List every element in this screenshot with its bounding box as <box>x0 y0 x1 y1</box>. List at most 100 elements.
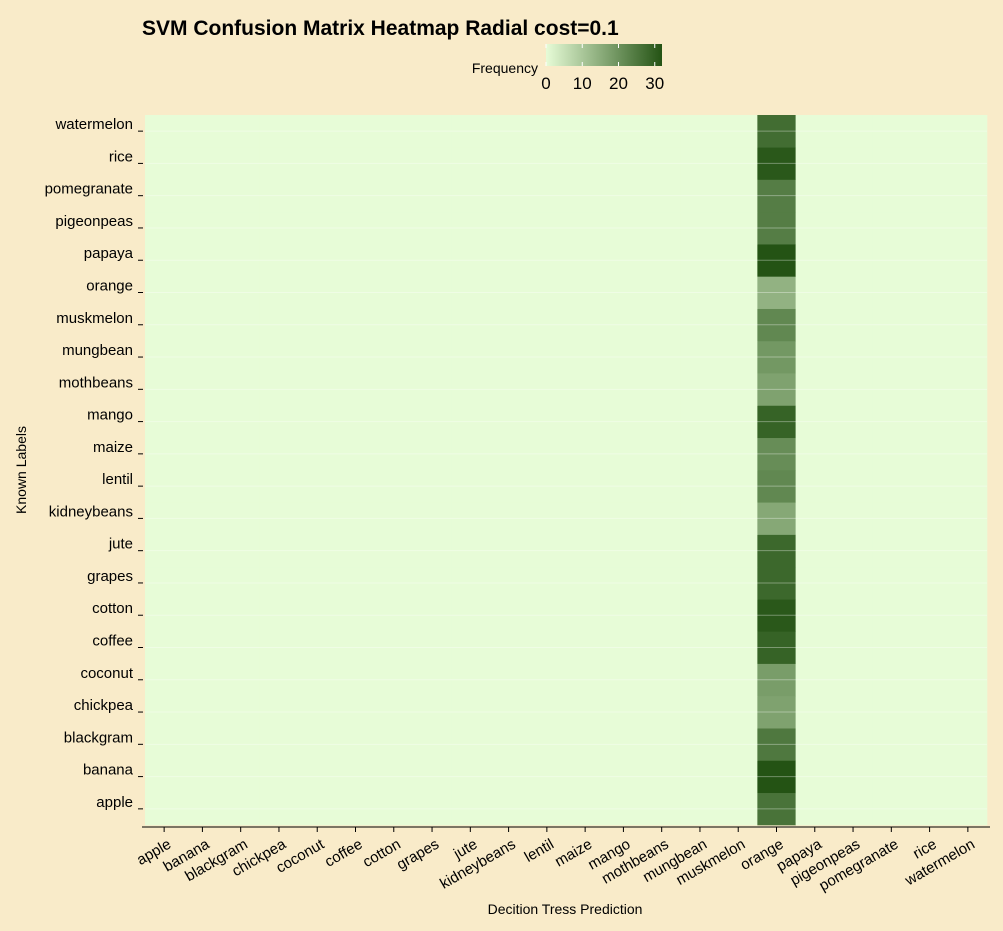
heatmap-cell <box>336 599 375 632</box>
heatmap-cell <box>948 728 988 761</box>
heatmap-cell <box>948 276 988 309</box>
heatmap-cell <box>145 663 184 697</box>
heatmap-cell <box>872 631 911 664</box>
heatmap-cell <box>412 147 452 180</box>
heatmap-cell <box>145 792 184 826</box>
heatmap-cell <box>757 760 796 794</box>
heatmap-cell <box>948 211 988 245</box>
heatmap-cell <box>451 631 490 664</box>
heatmap-cell <box>336 792 375 826</box>
chart-title: SVM Confusion Matrix Heatmap Radial cost… <box>142 17 619 40</box>
heatmap-cell <box>872 728 911 761</box>
heatmap-cell <box>757 631 796 664</box>
heatmap-cell <box>451 728 490 761</box>
heatmap-cell <box>412 566 452 600</box>
heatmap-cell <box>145 728 184 761</box>
heatmap-cell <box>910 179 950 213</box>
y-tick-label: banana <box>83 762 134 779</box>
heatmap-cell <box>374 244 414 277</box>
heatmap-cell <box>298 340 337 374</box>
heatmap-cell <box>527 308 567 342</box>
heatmap-cell <box>795 663 835 697</box>
heatmap-cell <box>451 502 490 535</box>
heatmap-cell <box>336 244 375 277</box>
heatmap-cell <box>145 760 184 794</box>
heatmap-cell <box>412 211 452 245</box>
heatmap-cell <box>527 211 567 245</box>
heatmap-cell <box>719 147 758 180</box>
heatmap-cell <box>757 179 796 213</box>
heatmap-cell <box>757 308 796 342</box>
heatmap-cell <box>221 179 261 213</box>
heatmap-cell <box>795 437 835 471</box>
heatmap-cell <box>948 502 988 535</box>
heatmap-cell <box>183 308 222 342</box>
heatmap-cell <box>298 566 337 600</box>
heatmap-cell <box>412 115 452 148</box>
heatmap-cell <box>910 147 950 180</box>
heatmap-cell <box>757 599 796 632</box>
heatmap-cell <box>833 792 873 826</box>
y-tick-label: maize <box>93 439 133 456</box>
y-tick-label: coffee <box>92 633 133 650</box>
heatmap-cell <box>566 566 605 600</box>
heatmap-cell <box>680 179 720 213</box>
y-tick-label: apple <box>96 794 133 811</box>
heatmap-cell <box>872 437 911 471</box>
heatmap-cell <box>183 244 222 277</box>
heatmap-cell <box>412 599 452 632</box>
heatmap-cell <box>719 534 758 568</box>
heatmap-cell <box>451 566 490 600</box>
legend: Frequency 0 10 20 30 <box>472 44 664 93</box>
heatmap-cell <box>259 728 299 761</box>
heatmap-cell <box>221 373 261 406</box>
heatmap-cell <box>336 631 375 664</box>
heatmap-cell <box>795 695 835 729</box>
heatmap-cell <box>336 147 375 180</box>
heatmap-cell <box>183 211 222 245</box>
heatmap-cell <box>489 566 529 600</box>
heatmap-cell <box>910 599 950 632</box>
heatmap-cell <box>298 308 337 342</box>
heatmap-cell <box>719 663 758 697</box>
heatmap-cell <box>298 115 337 148</box>
heatmap-cell <box>795 244 835 277</box>
heatmap-cell <box>719 340 758 374</box>
y-tick-label: pomegranate <box>45 181 133 198</box>
heatmap-cell <box>719 760 758 794</box>
heatmap-cell <box>451 340 490 374</box>
heatmap-cell <box>833 244 873 277</box>
heatmap-cell <box>604 115 643 148</box>
heatmap-cell <box>183 437 222 471</box>
heatmap-cell <box>872 663 911 697</box>
heatmap-cell <box>680 147 720 180</box>
heatmap-cell <box>604 663 643 697</box>
heatmap-cell <box>872 276 911 309</box>
heatmap-cell <box>910 663 950 697</box>
heatmap-cell <box>145 599 184 632</box>
heatmap-cell <box>336 663 375 697</box>
heatmap-cell <box>719 437 758 471</box>
heatmap-cell <box>145 695 184 729</box>
heatmap-cell <box>910 792 950 826</box>
heatmap-cell <box>872 308 911 342</box>
heatmap-cell <box>527 695 567 729</box>
heatmap-cell <box>183 340 222 374</box>
y-tick-label: mungbean <box>62 342 133 359</box>
heatmap-cell <box>795 566 835 600</box>
heatmap-cell <box>221 792 261 826</box>
heatmap-cell <box>489 695 529 729</box>
heatmap-cell <box>412 760 452 794</box>
heatmap-cell <box>527 179 567 213</box>
heatmap-cell <box>374 728 414 761</box>
heatmap-cell <box>872 502 911 535</box>
heatmap-cell <box>642 792 682 826</box>
heatmap-cell <box>527 792 567 826</box>
heatmap-cell <box>145 179 184 213</box>
heatmap-cell <box>183 663 222 697</box>
heatmap-cell <box>833 728 873 761</box>
heatmap-cell <box>451 115 490 148</box>
heatmap-cell <box>527 244 567 277</box>
heatmap-cell <box>336 276 375 309</box>
heatmap-cell <box>948 599 988 632</box>
